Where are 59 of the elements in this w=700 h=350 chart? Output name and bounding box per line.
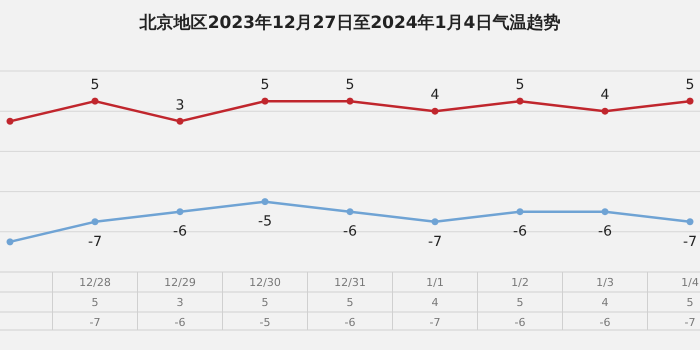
point xyxy=(92,98,98,105)
x-tick-label: 1/1 xyxy=(426,276,444,289)
point xyxy=(516,208,524,216)
x-tick-label: 1/2 xyxy=(511,276,529,289)
data-label: -6 xyxy=(514,316,526,329)
data-label: 4 xyxy=(432,296,438,309)
data-label: 5 xyxy=(262,296,268,309)
x-tick-label: 12/29 xyxy=(164,276,196,289)
text: -6 xyxy=(343,224,357,240)
point xyxy=(686,98,694,105)
text: 5 xyxy=(346,77,354,94)
text: 4 xyxy=(600,87,610,104)
point xyxy=(6,118,14,125)
data-label: -7 xyxy=(90,316,100,329)
x-tick-label: 1/3 xyxy=(596,276,614,289)
point xyxy=(686,218,694,226)
data-label: 5 xyxy=(516,296,524,309)
data-label: -7 xyxy=(684,316,696,329)
text: 5 xyxy=(686,77,694,94)
data-label: 4 xyxy=(602,296,608,309)
point xyxy=(6,238,14,246)
data-label: 5 xyxy=(92,296,98,309)
data-label: -6 xyxy=(174,316,186,329)
point xyxy=(92,218,98,226)
x-tick-label: 12/28 xyxy=(79,276,111,289)
data-label: 5 xyxy=(686,296,694,309)
data-label: -7 xyxy=(430,316,440,329)
data-label: -5 xyxy=(260,316,270,329)
text: -7 xyxy=(88,234,102,250)
x-tick-label: 12/30 xyxy=(249,276,281,289)
point xyxy=(346,98,354,105)
point xyxy=(262,98,268,105)
point xyxy=(432,108,438,115)
data-label: 3 xyxy=(176,296,184,309)
point xyxy=(602,208,608,216)
text: -6 xyxy=(173,224,187,240)
point xyxy=(176,118,184,125)
x-tick-label: 12/31 xyxy=(334,276,366,289)
point xyxy=(432,218,438,226)
data-label: -6 xyxy=(344,316,356,329)
text: -6 xyxy=(598,224,612,240)
text: -7 xyxy=(683,234,697,250)
x-tick-label: 1/4 xyxy=(681,276,699,289)
text: 4 xyxy=(430,87,440,104)
data-label: -6 xyxy=(600,316,610,329)
text: -6 xyxy=(513,224,527,240)
point xyxy=(602,108,608,115)
point xyxy=(262,198,268,206)
data-label: 5 xyxy=(346,296,354,309)
point xyxy=(516,98,524,105)
text: 3 xyxy=(176,97,184,114)
text: 5 xyxy=(90,77,100,94)
point xyxy=(346,208,354,216)
text: -5 xyxy=(258,214,272,230)
chart-title: 北京地区2023年12月27日至2024年1月4日气温趋势 xyxy=(138,13,560,33)
point xyxy=(176,208,184,216)
text: 5 xyxy=(516,77,524,94)
text: -7 xyxy=(428,234,442,250)
text: 5 xyxy=(260,77,270,94)
